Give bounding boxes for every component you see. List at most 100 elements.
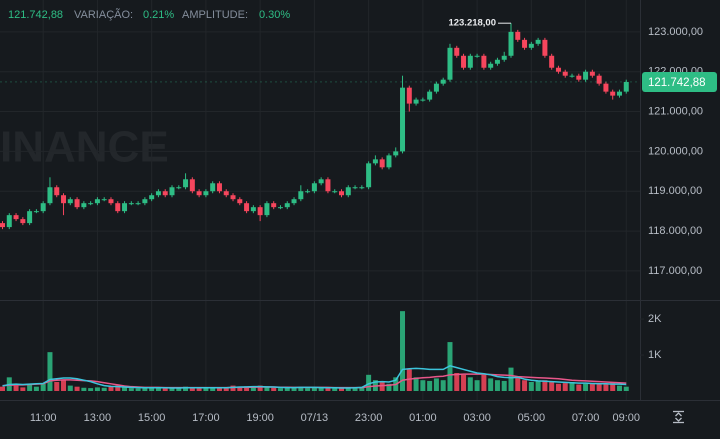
volume-bar xyxy=(481,374,487,391)
candle-body xyxy=(583,71,589,80)
volume-bar xyxy=(27,384,33,391)
candle-body xyxy=(230,195,236,200)
y-tick-label: 119.000,00 xyxy=(648,185,702,197)
volume-bar xyxy=(291,387,297,391)
volume-bar xyxy=(555,383,561,391)
candle-body xyxy=(6,215,12,228)
candle-body xyxy=(339,191,344,196)
volume-bar xyxy=(298,386,304,391)
candle-body xyxy=(616,91,622,96)
header-range-label: AMPLITUDE: xyxy=(182,9,248,21)
candle-body xyxy=(494,59,500,64)
volume-bar xyxy=(515,376,521,391)
candle-body xyxy=(183,179,189,188)
volume-bar xyxy=(142,387,148,391)
volume-bar xyxy=(366,374,372,391)
candle-body xyxy=(589,71,595,76)
volume-bar xyxy=(122,387,128,391)
candle-body xyxy=(250,207,256,212)
header-range: 0.30% xyxy=(259,9,290,21)
candle-body xyxy=(352,187,358,189)
candle-body xyxy=(508,31,514,56)
volume-bar xyxy=(596,383,602,391)
volume-tick-label: 2K xyxy=(648,313,662,325)
volume-bar xyxy=(589,383,595,391)
y-tick-label: 123.000,00 xyxy=(648,26,703,38)
candle-body xyxy=(54,187,60,196)
volume-bar xyxy=(20,387,26,391)
candle-body xyxy=(305,191,311,193)
volume-bar xyxy=(325,387,331,391)
candle-body xyxy=(345,187,351,196)
candle-body xyxy=(413,99,419,104)
x-tick-label: 17:00 xyxy=(192,412,220,424)
candle-body xyxy=(569,75,575,77)
candle-body xyxy=(223,191,229,196)
candle-body xyxy=(386,155,392,168)
volume-bar xyxy=(583,383,589,391)
volume-bar xyxy=(569,382,575,391)
volume-bar xyxy=(549,382,555,391)
volume-bar xyxy=(210,387,216,391)
candle-body xyxy=(535,39,541,44)
volume-bar xyxy=(535,380,541,391)
volume-bar xyxy=(101,387,107,391)
volume-bar xyxy=(67,385,73,391)
volume-bar xyxy=(264,386,270,391)
volume-bar xyxy=(74,386,80,391)
candle-body xyxy=(400,87,406,152)
candle-body xyxy=(40,203,46,212)
last-price-badge xyxy=(642,71,717,92)
header-price: 121.742,88 xyxy=(8,9,63,21)
candle-body xyxy=(271,203,277,208)
candle-body xyxy=(515,31,521,40)
volume-bar xyxy=(230,385,236,391)
volume-bar xyxy=(155,387,161,391)
volume-bar xyxy=(244,386,250,391)
y-tick-label: 117.000,00 xyxy=(648,265,702,277)
x-tick-label: 15:00 xyxy=(138,412,166,424)
volume-bar xyxy=(223,387,229,391)
volume-bar xyxy=(345,387,351,391)
candle-body xyxy=(522,39,528,48)
x-tick-label: 07/13 xyxy=(301,412,329,424)
y-tick-label: 121.000,00 xyxy=(648,105,703,117)
volume-bar xyxy=(406,369,412,391)
x-tick-label: 19:00 xyxy=(246,412,274,424)
volume-bar xyxy=(183,386,189,391)
volume-bar xyxy=(128,388,134,391)
volume-bar xyxy=(413,377,419,391)
candle-body xyxy=(291,199,297,204)
candle-body xyxy=(257,207,263,216)
scale-icon[interactable] xyxy=(673,410,684,424)
x-tick-label: 13:00 xyxy=(84,412,112,424)
volume-bar xyxy=(339,388,344,391)
candle-body xyxy=(623,81,629,92)
candle-body xyxy=(115,203,121,212)
candle-body xyxy=(433,83,439,92)
candle-body xyxy=(81,203,87,208)
candle-body xyxy=(311,183,317,192)
candle-body xyxy=(562,71,568,76)
candle-body xyxy=(47,187,53,204)
y-tick-label: 118.000,00 xyxy=(648,225,702,237)
volume-bar xyxy=(189,387,195,391)
volume-bar xyxy=(237,387,243,391)
volume-bar xyxy=(94,387,100,391)
header-change: 0.21% xyxy=(143,9,174,21)
x-tick-label: 03:00 xyxy=(463,412,491,424)
candle-body xyxy=(189,179,195,192)
candle-body xyxy=(528,43,534,48)
volume-bar xyxy=(33,386,39,391)
volume-bar xyxy=(271,387,277,391)
candle-body xyxy=(393,151,399,156)
max-marker-label: 123.218,00 xyxy=(448,18,496,29)
candle-body xyxy=(135,203,141,205)
volume-bar xyxy=(610,382,616,391)
volume-bar xyxy=(501,380,507,391)
candle-body xyxy=(467,55,473,68)
candle-body xyxy=(501,55,507,60)
volume-bar xyxy=(488,378,494,391)
x-tick-label: 05:00 xyxy=(518,412,546,424)
